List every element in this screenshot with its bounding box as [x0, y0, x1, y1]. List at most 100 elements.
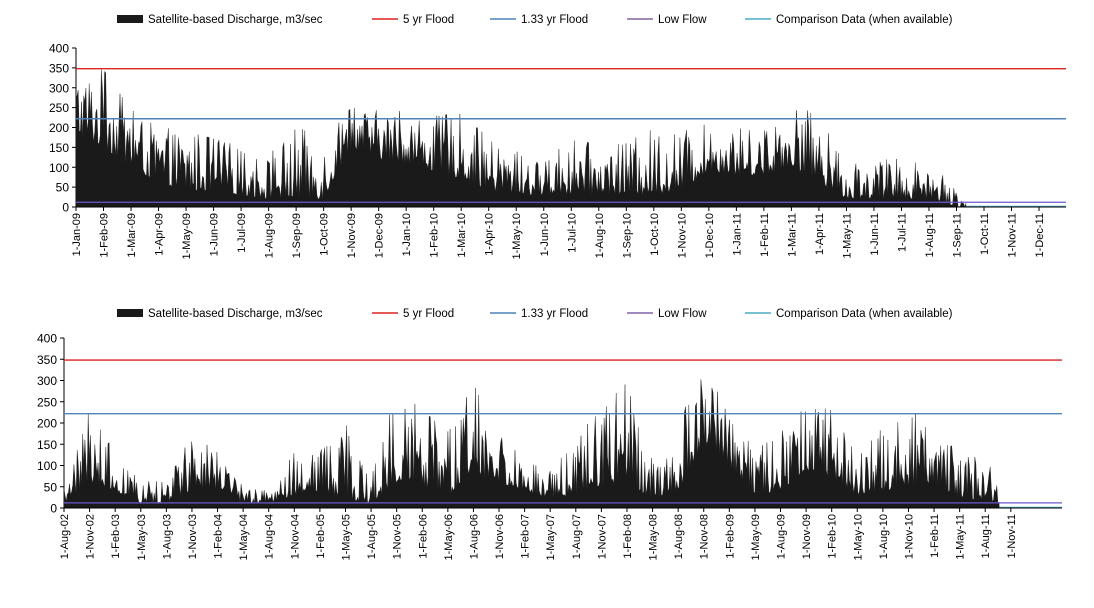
- discharge-area: [75, 69, 967, 208]
- legend-label: 5 yr Flood: [403, 14, 454, 26]
- x-tick-label: 1-May-05: [340, 514, 352, 560]
- y-tick-label: 350: [49, 61, 69, 75]
- x-tick-label: 1-Jun-09: [209, 213, 221, 256]
- legend-label: 1.33 yr Flood: [521, 14, 588, 26]
- y-tick-label: 150: [49, 141, 69, 155]
- x-tick-label: 1-Aug-11: [980, 514, 992, 558]
- y-tick-label: 300: [37, 374, 57, 388]
- x-tick-label: 1-Nov-10: [903, 514, 915, 559]
- x-tick-label: 1-May-09: [750, 514, 762, 560]
- legend: Satellite-based Discharge, m3/sec 5 yr Fl…: [117, 14, 953, 26]
- x-tick-label: 1-Jul-09: [236, 213, 248, 253]
- x-tick-label: 1-Aug-06: [468, 514, 480, 559]
- x-tick-label: 1-Feb-09: [99, 213, 111, 258]
- x-tick-label: 1-Aug-04: [264, 514, 276, 559]
- legend-item: Comparison Data (when available): [745, 14, 953, 26]
- y-tick-label: 150: [37, 438, 57, 452]
- y-tick-label: 0: [50, 502, 57, 516]
- x-tick-label: 1-Apr-10: [484, 213, 496, 256]
- x-tick-label: 1-Dec-09: [374, 213, 386, 258]
- x-tick-label: 1-Nov-09: [346, 213, 358, 258]
- x-tick-label: 1-Feb-11: [929, 514, 941, 558]
- legend-item: Satellite-based Discharge, m3/sec: [117, 14, 323, 26]
- x-tick-label: 1-Aug-10: [878, 514, 890, 559]
- legend-item: Low Flow: [627, 14, 707, 26]
- legend-item: 5 yr Flood: [372, 14, 454, 26]
- y-tick-label: 50: [44, 480, 58, 494]
- y-tick-label: 0: [62, 201, 69, 215]
- y-tick-label: 250: [49, 101, 69, 115]
- y-tick-label: 300: [49, 81, 69, 95]
- x-tick-label: 1-Feb-10: [827, 514, 839, 559]
- legend-item: Satellite-based Discharge, m3/sec: [117, 308, 323, 320]
- x-tick-label: 1-May-09: [181, 213, 193, 259]
- x-tick-label: 1-May-03: [136, 514, 148, 560]
- y-tick-label: 100: [49, 161, 69, 175]
- x-tick-label: 1-Jun-11: [869, 213, 881, 256]
- x-tick-label: 1-Nov-07: [596, 514, 608, 559]
- x-tick-label: 1-Nov-11: [1007, 213, 1019, 257]
- y-tick-label: 250: [37, 395, 57, 409]
- legend-label: Low Flow: [658, 14, 707, 26]
- y-tick-label: 200: [37, 417, 57, 431]
- x-tick-label: 1-Aug-10: [594, 213, 606, 258]
- legend-label: 1.33 yr Flood: [521, 308, 588, 320]
- x-tick-label: 1-May-10: [852, 514, 864, 560]
- x-tick-label: 1-Feb-03: [110, 514, 122, 559]
- legend-swatch: [117, 15, 143, 23]
- x-tick-label: 1-Feb-05: [315, 514, 327, 559]
- x-tick-label: 1-Nov-04: [289, 514, 301, 559]
- x-tick-label: 1-Nov-08: [699, 514, 711, 559]
- x-tick-label: 1-Feb-10: [429, 213, 441, 258]
- y-axis: 0 50 100 150 200 250 300 350 400: [37, 332, 65, 516]
- x-tick-label: 1-Feb-07: [520, 514, 532, 559]
- x-tick-label: 1-Sep-09: [291, 213, 303, 258]
- legend-swatch: [117, 309, 143, 317]
- x-tick-label: 1-May-08: [648, 514, 660, 560]
- x-tick-label: 1-Dec-10: [704, 213, 716, 258]
- x-tick-label: 1-Aug-02: [59, 514, 71, 559]
- legend-item: 1.33 yr Flood: [490, 308, 588, 320]
- x-tick-label: 1-Jan-11: [731, 213, 743, 256]
- x-tick-label: 1-May-04: [238, 514, 250, 560]
- y-tick-label: 100: [37, 459, 57, 473]
- x-axis: 1-Jan-09 1-Feb-09 1-Mar-09 1-Apr-09 1-May-09…: [71, 206, 1066, 259]
- legend-label: Satellite-based Discharge, m3/sec: [148, 308, 323, 320]
- legend: Satellite-based Discharge, m3/sec 5 yr Fl…: [117, 308, 953, 320]
- x-tick-label: 1-May-10: [511, 213, 523, 259]
- x-tick-label: 1-Aug-09: [264, 213, 276, 258]
- x-tick-label: 1-Jan-09: [71, 213, 83, 256]
- x-tick-label: 1-Oct-09: [319, 213, 331, 256]
- y-tick-label: 200: [49, 121, 69, 135]
- x-tick-label: 1-Apr-09: [154, 213, 166, 256]
- x-tick-label: 1-Dec-11: [1034, 213, 1046, 257]
- chart-2009-2011: Satellite-based Discharge, m3/sec 5 yr Fl…: [49, 14, 1066, 259]
- x-tick-label: 1-Feb-04: [213, 514, 225, 559]
- x-tick-label: 1-Aug-07: [571, 514, 583, 559]
- x-tick-label: 1-Feb-09: [724, 514, 736, 559]
- chart-2002-2011: Satellite-based Discharge, m3/sec 5 yr Fl…: [37, 308, 1062, 560]
- y-tick-label: 400: [49, 42, 69, 56]
- x-tick-label: 1-Nov-06: [494, 514, 506, 559]
- x-tick-label: 1-May-06: [443, 514, 455, 560]
- x-tick-label: 1-Feb-06: [417, 514, 429, 559]
- legend-label: Comparison Data (when available): [776, 308, 953, 320]
- legend-item: Low Flow: [627, 308, 707, 320]
- x-axis: 1-Aug-02 1-Nov-02 1-Feb-03 1-May-03 1-Aug-03…: [59, 507, 1062, 560]
- x-tick-label: 1-Oct-11: [979, 213, 991, 255]
- x-tick-label: 1-Sep-11: [951, 213, 963, 257]
- y-axis: 0 50 100 150 200 250 300 350 400: [49, 42, 77, 215]
- x-tick-label: 1-Feb-08: [622, 514, 634, 559]
- x-tick-label: 1-Jul-10: [566, 213, 578, 253]
- x-tick-label: 1-Mar-10: [456, 213, 468, 258]
- x-tick-label: 1-Mar-09: [126, 213, 138, 258]
- x-tick-label: 1-Aug-05: [366, 514, 378, 559]
- x-tick-label: 1-Nov-11: [1006, 514, 1018, 558]
- x-tick-label: 1-Nov-05: [392, 514, 404, 559]
- x-tick-label: 1-Aug-03: [161, 514, 173, 559]
- discharge-area: [63, 379, 1000, 509]
- x-tick-label: 1-Jul-11: [896, 213, 908, 252]
- x-tick-label: 1-Aug-11: [924, 213, 936, 257]
- x-tick-label: 1-Jan-10: [401, 213, 413, 256]
